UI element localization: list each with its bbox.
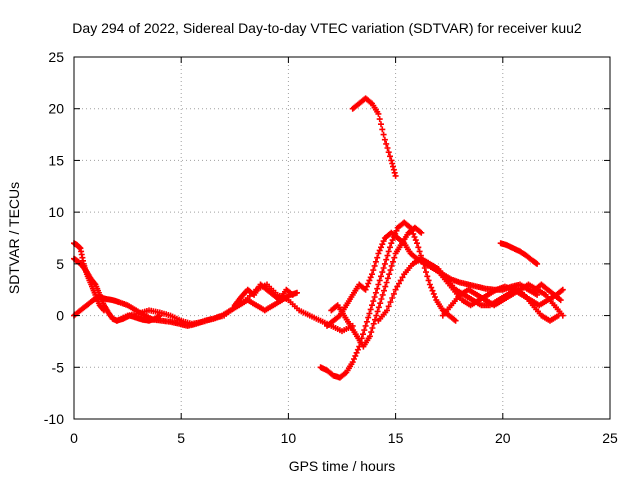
grid-lines [74, 57, 610, 419]
series-markers [349, 95, 399, 179]
x-tick-label: 25 [602, 430, 618, 446]
x-tick-labels: 0 5 10 15 20 25 [70, 430, 618, 446]
x-tick-label: 20 [495, 430, 511, 446]
y-axis-label: SDTVAR / TECUs [6, 182, 22, 294]
series-markers [497, 240, 541, 267]
y-tick-label: -10 [44, 411, 64, 427]
y-tick-label: 10 [48, 204, 64, 220]
x-tick-label: 5 [177, 430, 185, 446]
series-arc-6 [317, 219, 459, 381]
y-tick-label: 25 [48, 49, 64, 65]
series-arc-14 [532, 281, 564, 304]
y-tick-label: 20 [48, 101, 64, 117]
series-arc-2 [71, 255, 163, 324]
chart-title: Day 294 of 2022, Sidereal Day-to-day VTE… [72, 20, 582, 36]
x-tick-label: 10 [281, 430, 297, 446]
series-arc-13 [497, 240, 541, 267]
x-axis-label: GPS time / hours [289, 458, 396, 474]
series-markers [231, 281, 296, 309]
series-markers [328, 224, 425, 350]
y-tick-label: 15 [48, 152, 64, 168]
y-tick-label: -5 [52, 359, 65, 375]
x-tick-label: 0 [70, 430, 78, 446]
y-tick-label: 0 [56, 308, 64, 324]
axis-ticks [73, 56, 611, 420]
series-arc-8 [328, 224, 425, 350]
plot-frame [73, 56, 611, 420]
series-markers [532, 281, 564, 304]
series-markers [71, 255, 163, 324]
y-tick-label: 5 [56, 256, 64, 272]
x-tick-label: 15 [388, 430, 404, 446]
series-markers [317, 219, 459, 381]
data-points [71, 95, 566, 381]
series-arc-5 [231, 281, 296, 309]
series-arc-9 [349, 95, 399, 179]
y-tick-labels: -10 -5 0 5 10 15 20 25 [44, 49, 64, 427]
